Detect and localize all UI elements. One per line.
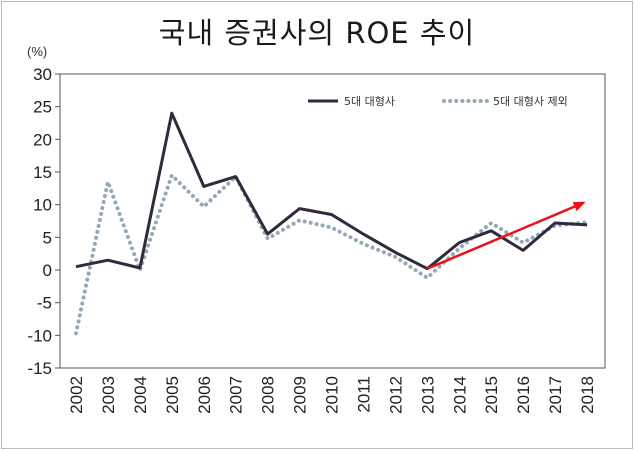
legend-label-dotted: 5대 대형사 제외 (493, 95, 568, 108)
y-tick-label: -15 (27, 359, 52, 378)
series-line-top5 (75, 111, 588, 271)
x-tick-label: 2014 (450, 376, 469, 414)
trend-arrow (426, 201, 586, 270)
x-tick-label: 2008 (259, 376, 278, 414)
x-tick-label: 2018 (578, 376, 597, 414)
x-tick-label: 2016 (514, 376, 533, 414)
y-axis: -15 -10 -5 0 5 10 15 20 25 30 (27, 65, 60, 378)
plot-area (59, 73, 606, 369)
y-tick-label: 15 (33, 163, 52, 182)
y-axis-unit-label: (%) (27, 44, 48, 59)
x-tick-label: 2011 (354, 376, 373, 413)
y-tick-label: 5 (43, 228, 52, 247)
x-tick-label: 2017 (546, 376, 565, 414)
legend-label-solid: 5대 대형사 (344, 95, 395, 108)
legend: 5대 대형사 5대 대형사 제외 (308, 95, 568, 108)
x-tick-label: 2003 (99, 376, 118, 414)
annotation-layer (426, 201, 586, 270)
series-layer (74, 111, 589, 336)
chart-title: 국내 증권사의 ROE 추이 (158, 16, 476, 50)
y-tick-label: 10 (33, 196, 52, 215)
x-tick-label: 2006 (195, 376, 214, 414)
x-tick-label: 2015 (482, 376, 501, 414)
x-tick-label: 2013 (418, 376, 437, 414)
x-axis: 2002 2003 2004 2005 2006 2007 2008 2009 2010 2011… (67, 376, 597, 414)
x-tick-label: 2009 (291, 376, 310, 414)
x-tick-label: 2010 (323, 376, 342, 414)
x-tick-label: 2005 (163, 376, 182, 414)
y-tick-label: 25 (33, 98, 52, 117)
x-tick-label: 2012 (386, 376, 405, 414)
y-tick-label: 0 (43, 261, 52, 280)
x-tick-label: 2004 (131, 376, 150, 414)
series-line-excluding-top5 (74, 173, 589, 336)
y-tick-label: 30 (33, 65, 52, 84)
y-tick-label: 20 (33, 130, 52, 149)
x-tick-label: 2007 (227, 376, 246, 414)
y-tick-label: -10 (27, 326, 52, 345)
y-tick-label: -5 (37, 294, 52, 313)
x-tick-label: 2002 (67, 376, 86, 414)
